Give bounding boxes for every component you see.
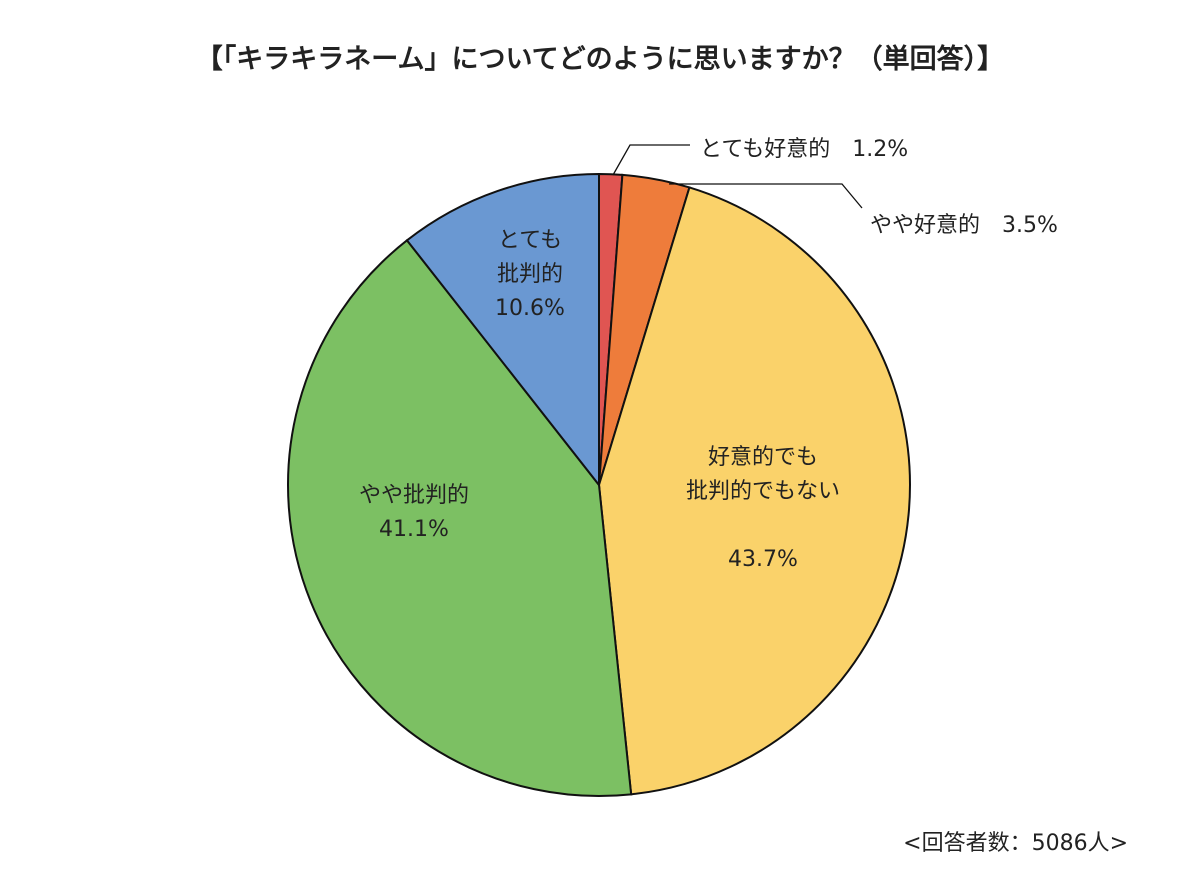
pie-slice-3 xyxy=(597,186,911,796)
slice-label-line: 10.6% xyxy=(495,296,565,321)
pie-slice-5 xyxy=(405,172,600,488)
slice-label-2: やや好意的 3.5% xyxy=(870,213,1058,238)
slice-label-line: 41.1% xyxy=(379,517,449,542)
respondent-count-note: <回答者数：5086人> xyxy=(903,831,1128,856)
slice-label-line: 批判的でもない xyxy=(686,479,840,504)
leader-line-1 xyxy=(612,144,690,176)
slice-label-line: とても xyxy=(498,228,562,253)
leader-line-2 xyxy=(669,183,863,209)
slice-label-5: とても批判的 10.6% xyxy=(495,228,565,321)
slice-label-1: とても好意的 1.2% xyxy=(700,137,908,162)
slice-label-line: 好意的でも xyxy=(708,445,818,470)
pie-slice-4 xyxy=(287,238,633,797)
pie-slices xyxy=(287,172,911,797)
leader-lines xyxy=(612,144,863,209)
slice-label-line: やや批判的 xyxy=(359,483,469,508)
slice-label-line: 43.7% xyxy=(728,547,798,572)
slice-label-3: 好意的でも批判的でもない 43.7% xyxy=(686,445,840,572)
slice-label-line: 批判的 xyxy=(497,262,563,287)
chart-title: 【「キラキラネーム」についてどのように思いますか？（単回答）】 xyxy=(196,43,1004,75)
slice-labels: とても好意的 1.2% やや好意的 3.5% 好意的でも批判的でもない 43.7% やや… xyxy=(359,137,1058,572)
slice-label-4: やや批判的 41.1% xyxy=(359,483,469,542)
